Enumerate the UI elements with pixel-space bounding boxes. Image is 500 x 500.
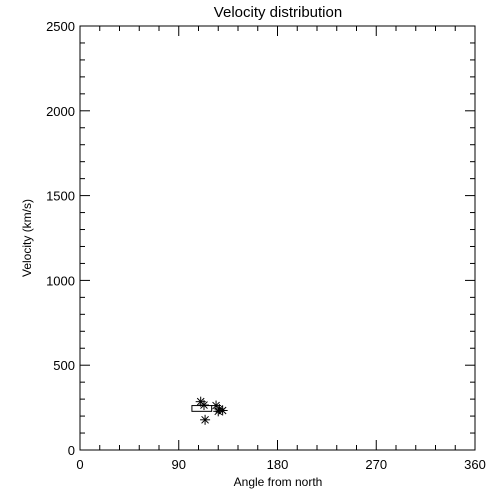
chart-title: Velocity distribution: [214, 4, 342, 21]
y-tick-label: 2500: [46, 19, 75, 34]
data-point: [198, 400, 209, 411]
x-tick-label: 270: [365, 457, 387, 472]
data-point: [200, 414, 211, 425]
x-tick-label: 180: [267, 457, 289, 472]
axis-tick-labels: 0 90 180 270 360 0 500 1000 1500 2000 2500: [46, 19, 486, 472]
y-tick-label: 500: [53, 358, 75, 373]
y-tick-label: 1500: [46, 189, 75, 204]
data-point: [217, 405, 228, 416]
data-box: [191, 405, 213, 412]
y-tick-label: 0: [68, 443, 75, 458]
plot-area: [79, 25, 476, 451]
data-marks: [191, 396, 228, 425]
axis-ticks: [79, 25, 476, 451]
y-tick-label: 2000: [46, 104, 75, 119]
x-axis-label: Angle from north: [234, 475, 323, 489]
x-tick-label: 360: [464, 457, 486, 472]
y-tick-label: 1000: [46, 273, 75, 288]
y-axis-label: Velocity (km/s): [20, 199, 34, 277]
x-tick-label: 0: [76, 457, 83, 472]
x-tick-label: 90: [172, 457, 186, 472]
